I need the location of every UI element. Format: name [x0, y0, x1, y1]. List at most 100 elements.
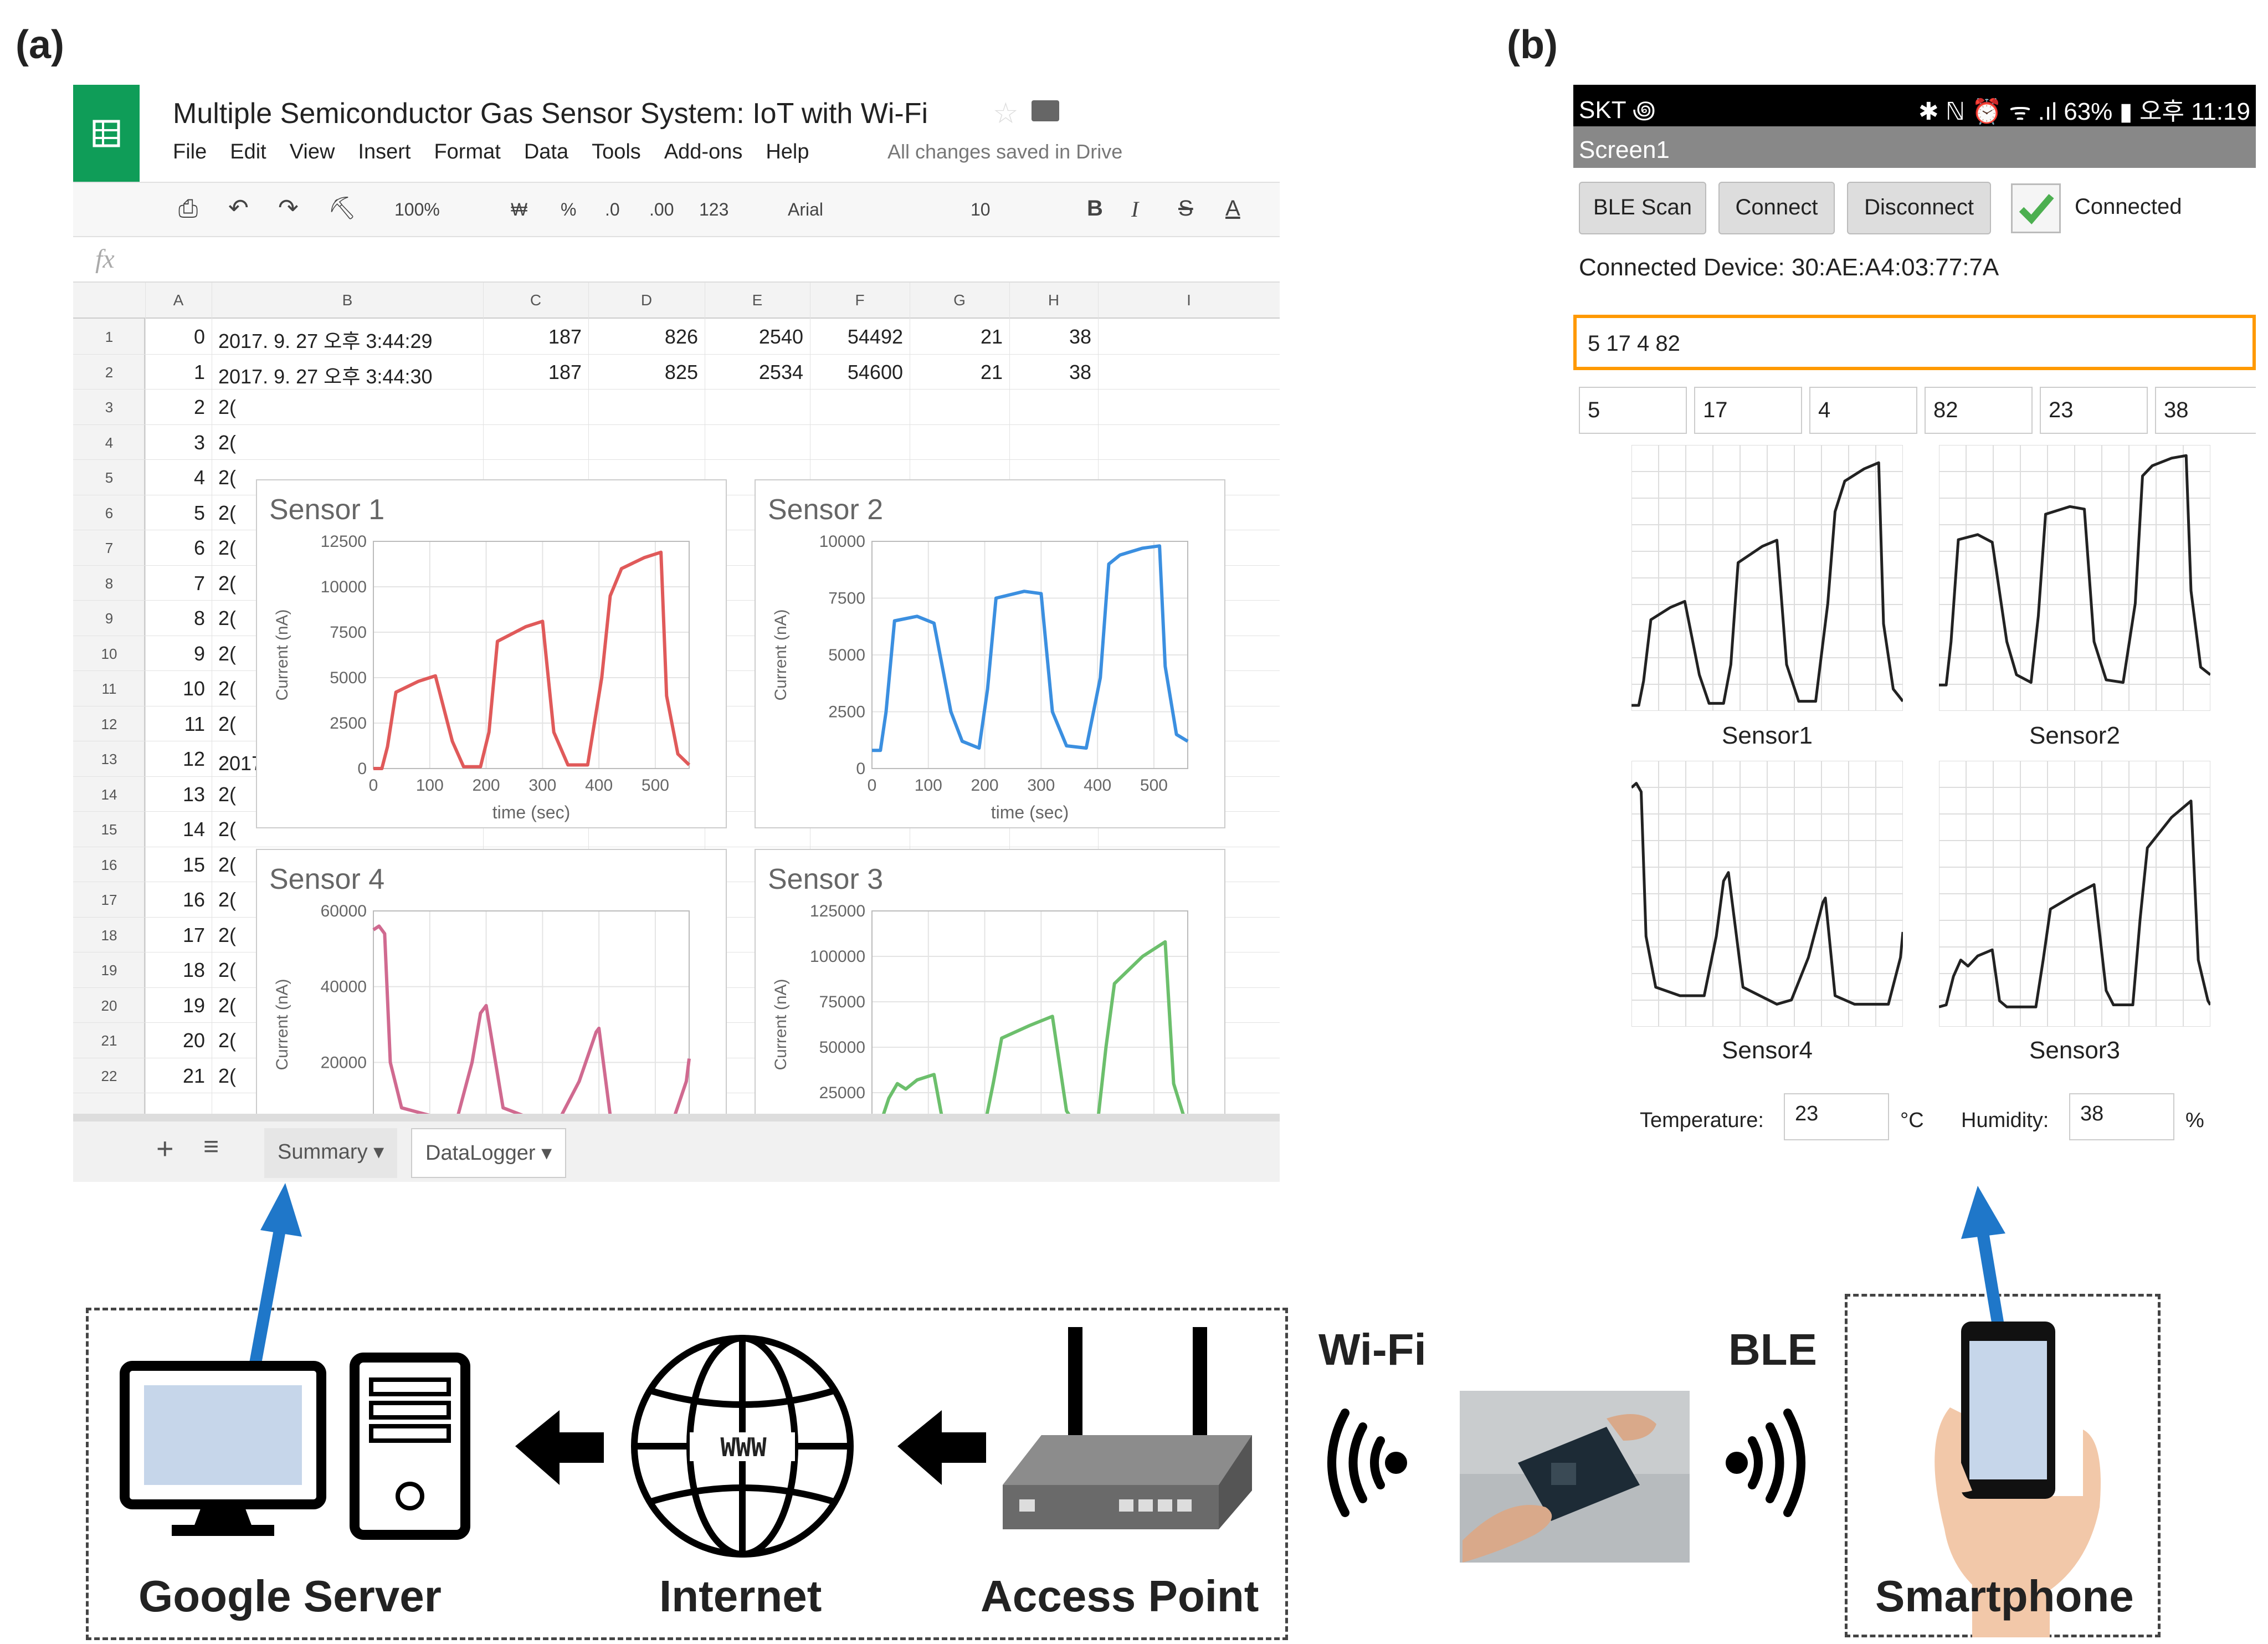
table-cell[interactable]: 5: [193, 501, 205, 524]
bold-button[interactable]: B: [1087, 196, 1103, 221]
table-cell[interactable]: 15: [182, 853, 205, 876]
chart-sensor2[interactable]: Sensor 2 0 2500 5000 7500 10000 0 100 200 300 400 5…: [755, 479, 1225, 828]
column-header-D[interactable]: D: [640, 291, 653, 309]
row-number[interactable]: 11: [101, 680, 117, 697]
row-number[interactable]: 2: [105, 363, 114, 381]
document-title[interactable]: Multiple Semiconductor Gas Sensor System…: [173, 98, 928, 130]
column-header-F[interactable]: F: [855, 291, 865, 309]
table-cell[interactable]: 11: [184, 712, 205, 735]
table-cell[interactable]: 13: [182, 782, 205, 806]
tab-datalogger[interactable]: DataLogger ▾: [411, 1128, 567, 1178]
row-number[interactable]: 6: [105, 504, 114, 521]
menu-addons[interactable]: Add-ons: [664, 140, 743, 163]
column-header-H[interactable]: H: [1048, 291, 1060, 309]
font-size-select[interactable]: 10: [971, 199, 991, 219]
more-formats-button[interactable]: 123: [699, 199, 729, 219]
value-box-3[interactable]: 4: [1809, 387, 1917, 434]
table-cell[interactable]: 2(: [218, 431, 237, 454]
row-number[interactable]: 8: [105, 575, 114, 592]
table-cell[interactable]: 2(: [218, 571, 237, 595]
table-cell[interactable]: 12: [182, 747, 205, 770]
table-cell[interactable]: 6: [193, 536, 205, 559]
table-cell[interactable]: 3: [193, 431, 205, 454]
add-sheet-icon[interactable]: +: [156, 1132, 174, 1165]
row-number[interactable]: 5: [105, 469, 114, 486]
sheets-logo-icon[interactable]: [73, 85, 140, 182]
table-cell[interactable]: 4: [193, 466, 205, 489]
table-cell[interactable]: 2540: [758, 325, 803, 348]
currency-format-button[interactable]: ₩: [511, 199, 528, 219]
table-cell[interactable]: 1: [193, 360, 205, 383]
redo-icon[interactable]: ↷: [278, 194, 299, 222]
undo-icon[interactable]: ↶: [228, 194, 249, 222]
table-cell[interactable]: 2(: [218, 888, 237, 911]
menu-edit[interactable]: Edit: [230, 140, 266, 163]
table-cell[interactable]: 2(: [218, 1029, 237, 1052]
connect-button[interactable]: Connect: [1718, 182, 1835, 234]
menu-view[interactable]: View: [289, 140, 335, 163]
value-box-6[interactable]: 38: [2155, 387, 2256, 434]
column-header-C[interactable]: C: [530, 291, 542, 309]
zoom-select[interactable]: 100%: [394, 199, 440, 219]
table-cell[interactable]: 18: [182, 959, 205, 981]
row-number[interactable]: 12: [101, 715, 117, 733]
table-cell[interactable]: 38: [1069, 360, 1091, 383]
italic-button[interactable]: I: [1131, 197, 1139, 222]
percent-format-button[interactable]: %: [561, 199, 577, 219]
table-cell[interactable]: 2(: [218, 466, 237, 489]
font-select[interactable]: Arial: [788, 199, 824, 219]
strikethrough-button[interactable]: S: [1178, 196, 1193, 221]
row-number[interactable]: 19: [101, 962, 117, 979]
text-color-button[interactable]: A: [1225, 196, 1240, 221]
formula-bar[interactable]: fx: [73, 238, 1280, 283]
table-cell[interactable]: 9: [193, 642, 205, 665]
row-number[interactable]: 15: [101, 821, 117, 838]
print-icon[interactable]: ⎙: [178, 195, 198, 222]
column-header-A[interactable]: A: [173, 291, 184, 309]
table-cell[interactable]: 2(: [218, 536, 237, 559]
column-header-G[interactable]: G: [953, 291, 966, 309]
column-header-E[interactable]: E: [752, 291, 763, 309]
table-cell[interactable]: 2(: [218, 993, 237, 1017]
value-box-5[interactable]: 23: [2040, 387, 2148, 434]
table-cell[interactable]: 2: [193, 396, 205, 418]
row-number[interactable]: 18: [101, 926, 117, 944]
star-icon[interactable]: ☆: [993, 98, 1019, 130]
humidity-field[interactable]: 38: [2069, 1093, 2174, 1140]
table-cell[interactable]: 21: [980, 325, 1003, 348]
table-cell[interactable]: 826: [664, 325, 698, 348]
table-cell[interactable]: 2017. 9. 27 오후 3:44:29: [218, 330, 433, 352]
table-cell[interactable]: 2(: [218, 396, 237, 418]
table-cell[interactable]: 38: [1069, 325, 1091, 348]
column-header-B[interactable]: B: [342, 291, 353, 309]
row-number[interactable]: 17: [101, 892, 117, 908]
menu-tools[interactable]: Tools: [592, 140, 641, 163]
row-number[interactable]: 1: [105, 329, 114, 345]
table-cell[interactable]: 14: [182, 818, 205, 841]
table-cell[interactable]: 2(: [218, 959, 237, 981]
table-cell[interactable]: 17: [182, 923, 205, 946]
value-box-2[interactable]: 17: [1694, 387, 1802, 434]
table-cell[interactable]: 19: [182, 993, 205, 1017]
row-number[interactable]: 10: [101, 645, 117, 662]
tab-summary[interactable]: Summary ▾: [264, 1128, 398, 1178]
table-cell[interactable]: 2534: [758, 360, 803, 383]
disconnect-button[interactable]: Disconnect: [1847, 182, 1991, 234]
table-cell[interactable]: 825: [664, 360, 698, 383]
menu-format[interactable]: Format: [434, 140, 501, 163]
column-header-I[interactable]: I: [1187, 291, 1191, 309]
table-cell[interactable]: 20: [182, 1029, 205, 1052]
table-cell[interactable]: 7: [193, 571, 205, 595]
row-number[interactable]: 4: [105, 434, 114, 451]
value-box-1[interactable]: 5: [1579, 387, 1687, 434]
table-cell[interactable]: 2(: [218, 677, 237, 700]
table-cell[interactable]: 16: [182, 888, 205, 911]
table-cell[interactable]: 2(: [218, 818, 237, 841]
table-cell[interactable]: 2(: [218, 712, 237, 735]
temperature-field[interactable]: 23: [1784, 1093, 1889, 1140]
menu-help[interactable]: Help: [766, 140, 809, 163]
row-number[interactable]: 3: [105, 399, 114, 416]
table-cell[interactable]: 2(: [218, 853, 237, 876]
row-number[interactable]: 9: [105, 610, 114, 627]
table-cell[interactable]: 2(: [218, 1064, 237, 1087]
